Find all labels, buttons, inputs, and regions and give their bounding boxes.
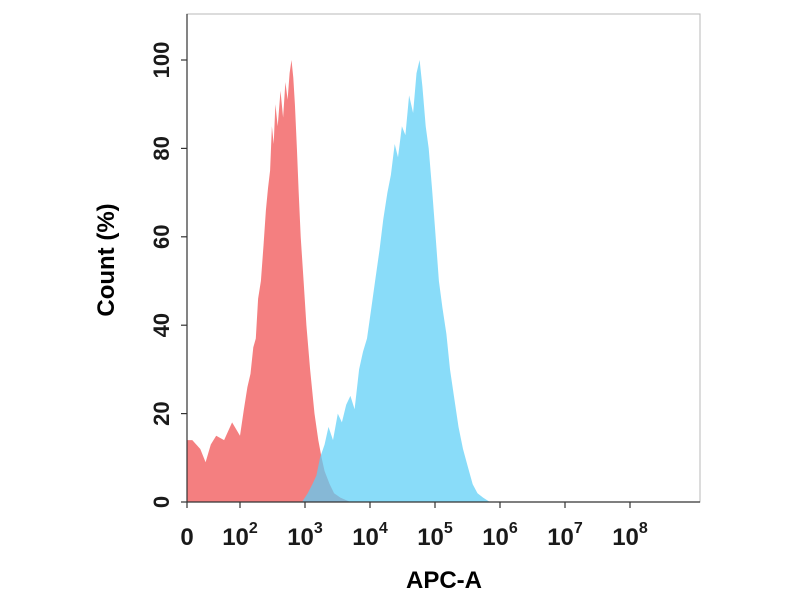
y-tick-label: 80: [149, 136, 174, 160]
y-tick-label: 0: [149, 496, 174, 508]
tick-label-layer: 0 20 40 60 80 100 0 102 103 104 105 106 107 108: [149, 42, 648, 551]
y-tick-label: 100: [149, 42, 174, 79]
x-tick-label: 0: [180, 524, 193, 551]
x-tick-label: 104: [352, 520, 388, 551]
histogram-series-2: [187, 60, 490, 502]
x-tick-label: 108: [612, 520, 648, 551]
x-tick-label: 105: [417, 520, 453, 551]
x-tick-label: 107: [547, 520, 583, 551]
histogram-series-1: [187, 60, 351, 502]
x-axis-title: APC-A: [406, 567, 482, 594]
x-tick-label: 106: [482, 520, 518, 551]
y-tick-label: 20: [149, 401, 174, 425]
x-tick-label: 102: [222, 520, 258, 551]
y-tick-label: 40: [149, 313, 174, 337]
y-axis-title: Count (%): [93, 203, 120, 316]
series-layer: [187, 60, 490, 502]
axis-layer: [181, 14, 700, 508]
y-tick-label: 60: [149, 225, 174, 249]
x-tick-label: 103: [287, 520, 323, 551]
